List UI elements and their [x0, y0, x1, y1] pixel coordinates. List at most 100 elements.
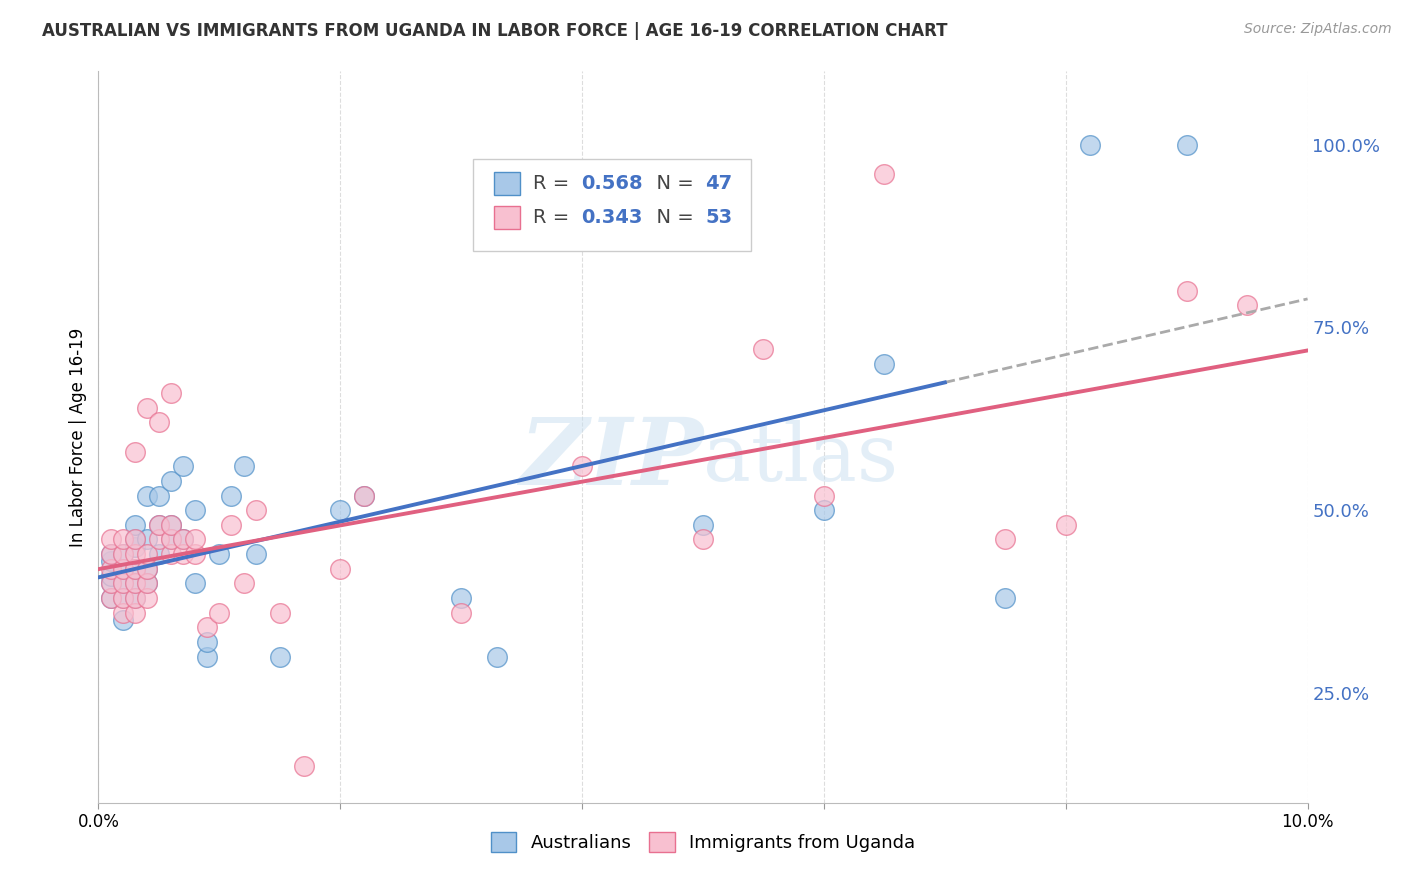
Point — [172, 459, 194, 474]
Point — [329, 562, 352, 576]
Point — [232, 459, 254, 474]
FancyBboxPatch shape — [494, 171, 520, 195]
Point — [172, 533, 194, 547]
Point — [148, 416, 170, 430]
Text: Source: ZipAtlas.com: Source: ZipAtlas.com — [1244, 22, 1392, 37]
Point — [184, 533, 207, 547]
Point — [111, 591, 134, 605]
Point — [994, 533, 1017, 547]
Point — [124, 591, 146, 605]
Point — [135, 576, 157, 591]
Point — [124, 576, 146, 591]
Point — [1236, 298, 1258, 312]
Point — [195, 620, 218, 634]
Point — [124, 562, 146, 576]
Point — [994, 591, 1017, 605]
Point — [184, 547, 207, 561]
Point — [100, 591, 122, 605]
Point — [111, 547, 134, 561]
Point — [135, 547, 157, 561]
Point — [124, 576, 146, 591]
Point — [813, 489, 835, 503]
Point — [135, 401, 157, 415]
FancyBboxPatch shape — [494, 206, 520, 229]
Point — [124, 444, 146, 458]
Point — [269, 606, 291, 620]
Point — [160, 533, 183, 547]
Point — [172, 533, 194, 547]
Point — [245, 503, 267, 517]
Point — [292, 759, 315, 773]
Point — [111, 613, 134, 627]
Point — [100, 547, 122, 561]
Point — [135, 562, 157, 576]
Point — [135, 489, 157, 503]
Point — [172, 547, 194, 561]
Point — [148, 517, 170, 532]
Point — [195, 649, 218, 664]
Point — [100, 547, 122, 561]
Point — [124, 540, 146, 554]
Point — [148, 489, 170, 503]
Point — [571, 459, 593, 474]
Point — [111, 533, 134, 547]
Point — [124, 533, 146, 547]
Point — [124, 517, 146, 532]
Text: N =: N = — [644, 208, 700, 227]
Text: atlas: atlas — [703, 420, 898, 498]
Point — [148, 547, 170, 561]
Point — [111, 591, 134, 605]
Point — [221, 517, 243, 532]
Point — [100, 569, 122, 583]
Point — [208, 606, 231, 620]
Point — [111, 562, 134, 576]
Point — [148, 533, 170, 547]
Point — [124, 533, 146, 547]
Point — [100, 591, 122, 605]
Point — [752, 343, 775, 357]
Point — [692, 533, 714, 547]
Point — [1175, 284, 1198, 298]
Point — [100, 562, 122, 576]
Point — [160, 517, 183, 532]
Point — [873, 357, 896, 371]
Point — [813, 503, 835, 517]
Point — [124, 606, 146, 620]
Text: ZIP: ZIP — [519, 414, 703, 504]
Point — [160, 517, 183, 532]
Point — [160, 474, 183, 488]
Y-axis label: In Labor Force | Age 16-19: In Labor Force | Age 16-19 — [69, 327, 87, 547]
Point — [1078, 137, 1101, 152]
Point — [486, 649, 509, 664]
Point — [184, 503, 207, 517]
Text: 53: 53 — [706, 208, 733, 227]
Point — [221, 489, 243, 503]
Point — [232, 576, 254, 591]
Point — [135, 576, 157, 591]
Point — [111, 606, 134, 620]
Point — [111, 576, 134, 591]
Point — [100, 576, 122, 591]
Point — [269, 649, 291, 664]
Point — [124, 591, 146, 605]
FancyBboxPatch shape — [474, 159, 751, 251]
Point — [184, 576, 207, 591]
Point — [100, 533, 122, 547]
Text: AUSTRALIAN VS IMMIGRANTS FROM UGANDA IN LABOR FORCE | AGE 16-19 CORRELATION CHAR: AUSTRALIAN VS IMMIGRANTS FROM UGANDA IN … — [42, 22, 948, 40]
Legend: Australians, Immigrants from Uganda: Australians, Immigrants from Uganda — [484, 824, 922, 860]
Text: N =: N = — [644, 174, 700, 193]
Point — [111, 547, 134, 561]
Point — [329, 503, 352, 517]
Text: 0.568: 0.568 — [581, 174, 643, 193]
Point — [160, 533, 183, 547]
Text: R =: R = — [533, 174, 575, 193]
Text: 47: 47 — [706, 174, 733, 193]
Point — [692, 517, 714, 532]
Point — [100, 554, 122, 568]
Point — [100, 576, 122, 591]
Point — [124, 562, 146, 576]
Text: 0.343: 0.343 — [581, 208, 643, 227]
Point — [135, 533, 157, 547]
Point — [353, 489, 375, 503]
Point — [111, 562, 134, 576]
